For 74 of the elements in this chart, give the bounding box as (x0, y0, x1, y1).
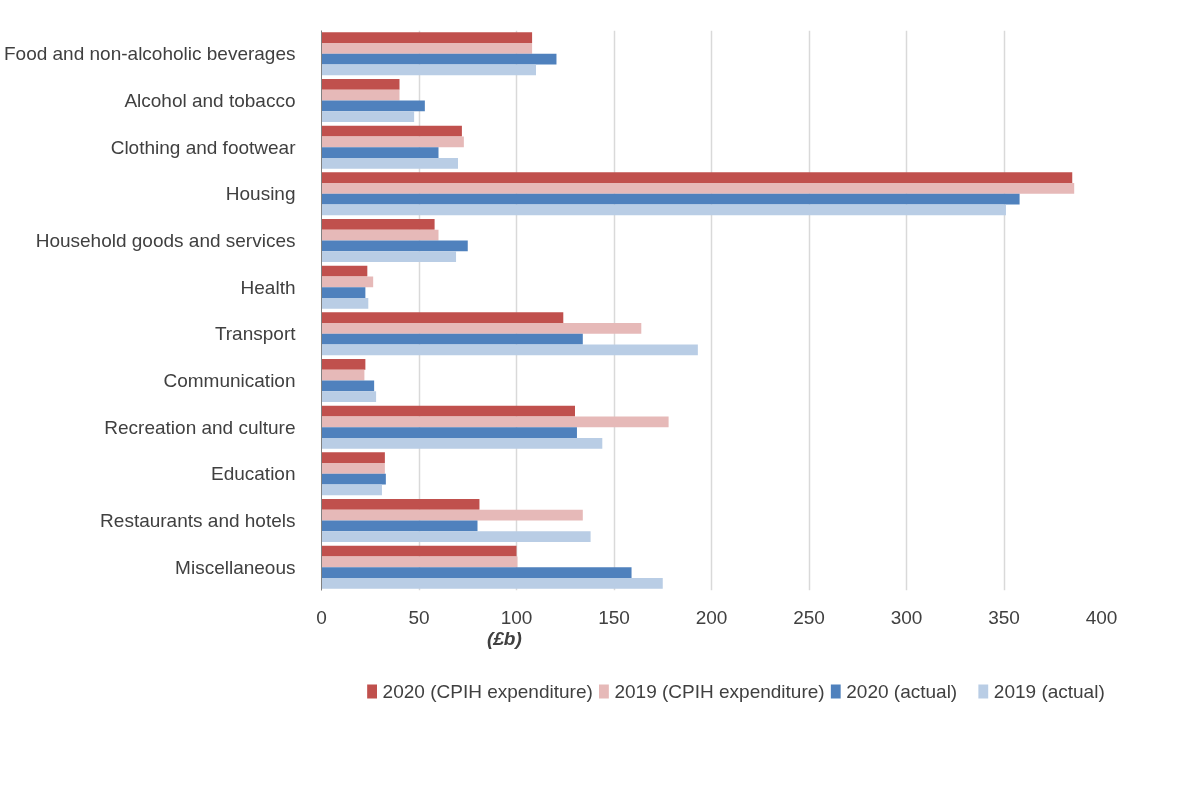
bar (321, 344, 698, 356)
bar (321, 297, 369, 309)
bar (321, 509, 583, 521)
bar (321, 32, 533, 44)
bar (321, 567, 632, 578)
bar (321, 183, 1075, 194)
legend-label: 2020 (actual) (846, 681, 958, 702)
bar (321, 437, 603, 449)
x-tick-label: 100 (500, 606, 533, 628)
y-tick-label: Restaurants and hotels (100, 510, 296, 531)
bar (321, 64, 536, 76)
x-tick-label: 150 (598, 606, 630, 628)
bar (321, 359, 366, 370)
x-tick-label: 200 (695, 606, 728, 628)
bar (321, 369, 365, 381)
bar (321, 484, 382, 496)
x-tick-label: 0 (316, 606, 327, 628)
x-tick-label: 50 (408, 606, 430, 628)
bar (321, 157, 458, 169)
bar (321, 391, 377, 402)
legend-label: 2019 (CPIH expenditure) (614, 681, 825, 702)
bar (321, 240, 468, 252)
bar (321, 251, 457, 262)
y-tick-label: Education (210, 463, 296, 485)
bar (321, 380, 375, 392)
bar (321, 89, 400, 101)
bar (321, 531, 591, 542)
y-tick-label: Recreation and culture (104, 416, 296, 438)
legend-label: 2020 (CPIH expenditure) (382, 681, 593, 702)
bar (321, 323, 642, 334)
y-tick-label: Transport (214, 323, 297, 345)
bar (321, 556, 518, 568)
legend-label: 2019 (actual) (993, 681, 1105, 702)
y-tick-label: Household goods and services (35, 230, 296, 251)
y-tick-label: Health (240, 276, 296, 298)
bar (321, 136, 464, 148)
bar (321, 405, 575, 417)
y-tick-label: Housing (225, 183, 296, 205)
y-tick-label: Communication (163, 370, 296, 391)
bar (321, 172, 1073, 184)
bar (321, 53, 557, 65)
bar (321, 427, 577, 438)
bar (321, 276, 374, 288)
bar (321, 577, 663, 589)
bar (321, 43, 533, 54)
bar (321, 333, 583, 345)
bar (321, 463, 385, 474)
bar (321, 520, 478, 532)
y-tick-label: Clothing and footwear (110, 136, 297, 158)
y-tick-label: Miscellaneous (175, 556, 296, 578)
bar (321, 229, 439, 241)
x-tick-label: 400 (1085, 606, 1118, 628)
bar (321, 545, 517, 557)
bar (321, 204, 1006, 216)
x-tick-label: 250 (793, 606, 825, 628)
x-tick-label: 350 (988, 606, 1020, 628)
y-tick-label: Food and non-alcoholic beverages (3, 43, 296, 65)
bar (321, 125, 462, 137)
bar (321, 312, 564, 324)
x-axis-title: (£b) (486, 628, 522, 649)
bar (321, 499, 480, 510)
bar (321, 79, 400, 90)
y-tick-label: Alcohol and tobacco (124, 90, 296, 111)
bar (321, 147, 439, 158)
bar (321, 265, 368, 277)
bar (321, 100, 425, 112)
x-tick-label: 300 (890, 606, 923, 628)
bar (321, 219, 435, 230)
bar (321, 473, 386, 485)
bar (321, 111, 415, 122)
bar (321, 193, 1020, 205)
bar (321, 416, 669, 428)
bar (321, 452, 385, 464)
bar (321, 287, 366, 298)
